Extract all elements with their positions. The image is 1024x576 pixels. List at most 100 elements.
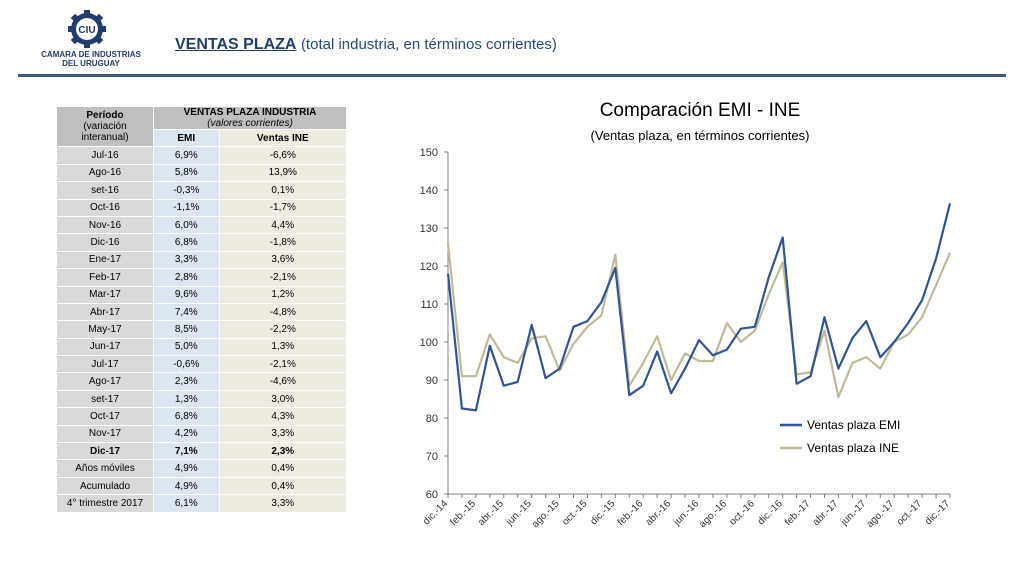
emi-cell: 1,3% [153, 389, 220, 409]
x-tick-label: abr.-15 [476, 498, 506, 528]
period-header-note-2: interanual) [81, 132, 129, 144]
x-tick-label: ago.-16 [697, 498, 729, 530]
period-header-note-1: (variación [83, 121, 127, 133]
table-row: set-16 -0,3% 0,1% [56, 181, 348, 200]
page-title: VENTAS PLAZA (total industria, en términ… [175, 36, 557, 54]
table-row: Ene-17 3,3% 3,6% [56, 250, 348, 270]
emi-cell: 6,8% [153, 233, 220, 252]
emi-cell: 6,8% [153, 407, 220, 426]
x-tick-label: abr.-16 [643, 498, 673, 528]
ine-cell: 3,6% [218, 250, 348, 270]
series-line-emi [446, 203, 952, 412]
period-cell: Abr-17 [56, 302, 154, 322]
period-cell: set-16 [56, 181, 154, 200]
x-tick-label: dic.-15 [588, 498, 617, 527]
period-cell: Oct-17 [56, 407, 154, 426]
table-row: Jul-16 6,9% -6,6% [56, 146, 348, 165]
ine-cell: -4,6% [218, 372, 348, 391]
y-tick-label: 100 [420, 337, 438, 349]
ine-cell: -1,8% [218, 233, 348, 252]
emi-cell: 6,9% [153, 146, 220, 165]
ine-cell: 0,4% [218, 459, 348, 478]
period-cell: Años móviles [56, 459, 154, 478]
emi-cell: 4,2% [153, 424, 220, 444]
period-cell: Nov-16 [56, 215, 154, 235]
ine-cell: 3,0% [218, 389, 348, 409]
logo-line-1: CAMARA DE INDUSTRIAS [41, 50, 141, 59]
table-row: set-17 1,3% 3,0% [56, 389, 348, 409]
table-row: Jul-17 -0,6% -2,1% [56, 355, 348, 374]
ventas-table: Período (variación interanual) VENTAS PL… [56, 105, 348, 513]
x-tick-label: feb.-17 [783, 498, 813, 528]
x-tick-label: jun.-16 [671, 498, 701, 528]
x-tick-label: oct.-16 [727, 498, 757, 528]
y-tick-label: 150 [420, 147, 438, 159]
ine-column-header: Ventas INE [218, 128, 348, 148]
table-row: May-17 8,5% -2,2% [56, 320, 348, 339]
ine-cell: 1,3% [218, 337, 348, 357]
period-cell: Jun-17 [56, 337, 154, 357]
period-cell: Dic-16 [56, 233, 154, 252]
x-tick-label: dic.-14 [421, 498, 450, 527]
x-tick-label: jun.-17 [838, 498, 868, 528]
legend-label: Ventas plaza EMI [807, 418, 900, 432]
ine-cell: 4,4% [218, 215, 348, 235]
emi-cell: 8,5% [153, 320, 220, 339]
page-title-subtitle: (total industria, en términos corrientes… [300, 36, 557, 53]
ine-cell: 2,3% [218, 442, 348, 461]
emi-cell: 7,1% [153, 442, 220, 461]
ine-cell: -2,1% [218, 268, 348, 287]
period-cell: Nov-17 [56, 424, 154, 444]
table-row: Nov-17 4,2% 3,3% [56, 424, 348, 444]
period-cell: set-17 [56, 389, 154, 409]
ine-cell: 0,4% [218, 476, 348, 496]
table-row: Nov-16 6,0% 4,4% [56, 215, 348, 235]
emi-cell: 2,3% [153, 372, 220, 391]
emi-cell: 7,4% [153, 302, 220, 322]
table-row: Oct-16 -1,1% -1,7% [56, 198, 348, 217]
y-tick-label: 80 [426, 413, 438, 425]
legend-label: Ventas plaza INE [807, 441, 899, 455]
logo-line-2: DEL URUGUAY [62, 59, 120, 68]
emi-cell: 3,3% [153, 250, 220, 270]
chart-title: Comparación EMI - INE [599, 100, 801, 121]
period-cell: 4° trimestre 2017 [56, 494, 154, 513]
series-line-ine [446, 243, 952, 399]
ine-cell: 4,3% [218, 407, 348, 426]
ine-cell: -2,1% [218, 355, 348, 374]
period-cell: Oct-16 [56, 198, 154, 217]
period-cell: Acumulado [56, 476, 154, 496]
period-cell: Jul-17 [56, 355, 154, 374]
period-cell: May-17 [56, 320, 154, 339]
ine-cell: -6,6% [218, 146, 348, 165]
period-cell: Dic-17 [56, 442, 154, 461]
period-header: Período (variación interanual) [56, 105, 154, 148]
header-divider [18, 74, 1006, 77]
logo-gear-icon: CIU [68, 10, 106, 48]
emi-cell: 5,8% [153, 163, 220, 183]
table-row: Acumulado 4,9% 0,4% [56, 476, 348, 496]
ine-cell: 1,2% [218, 285, 348, 304]
x-tick-label: abr.-17 [811, 498, 841, 528]
ine-cell: -4,8% [218, 302, 348, 322]
ine-cell: -2,2% [218, 320, 348, 339]
period-cell: Jul-16 [56, 146, 154, 165]
x-tick-label: feb.-15 [448, 498, 478, 528]
ine-cell: 3,3% [218, 494, 348, 513]
group-header: VENTAS PLAZA INDUSTRIA (valores corrient… [153, 106, 347, 130]
ine-cell: -1,7% [218, 198, 348, 217]
table-row: Jun-17 5,0% 1,3% [56, 337, 348, 357]
x-tick-label: feb.-16 [616, 498, 646, 528]
x-tick-label: jun.-15 [504, 498, 534, 528]
chamber-logo: CIU CAMARA DE INDUSTRIAS DEL URUGUAY [22, 10, 160, 70]
group-header-title: VENTAS PLAZA INDUSTRIA [183, 107, 317, 118]
logo-mark-text: CIU [78, 25, 95, 36]
ine-cell: 0,1% [218, 181, 348, 200]
emi-cell: 5,0% [153, 337, 220, 357]
emi-cell: 4,9% [153, 476, 220, 496]
chart-subtitle: (Ventas plaza, en términos corrientes) [590, 128, 810, 143]
y-tick-label: 120 [420, 261, 438, 273]
emi-cell: 4,9% [153, 459, 220, 478]
ine-cell: 13,9% [218, 163, 348, 183]
y-tick-label: 110 [420, 299, 438, 311]
